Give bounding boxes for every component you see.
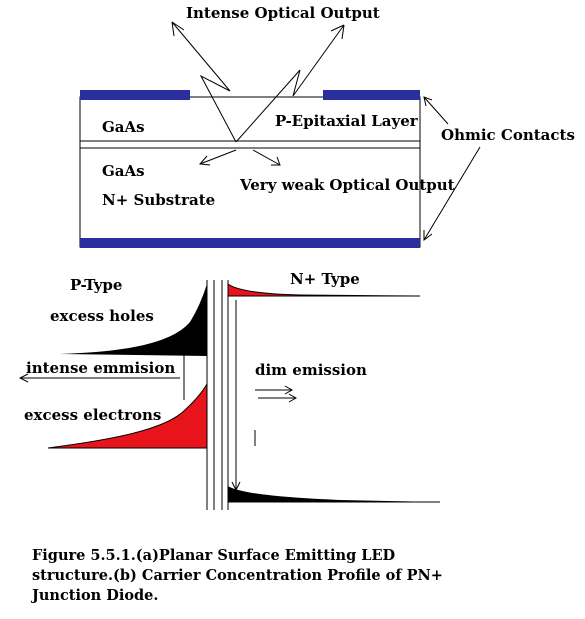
gaas-bottom-label: GaAs (102, 162, 145, 180)
ohmic-contacts-label: Ohmic Contacts (441, 126, 575, 144)
top-contact-left (80, 90, 190, 100)
n-side-electrons-region (228, 486, 440, 502)
carrier-profile (18, 280, 440, 510)
intense-output-label: Intense Optical Output (186, 4, 380, 22)
p-type-label: P-Type (70, 276, 122, 294)
excess-electrons-region (47, 382, 208, 449)
intense-emission-label: intense emmision (26, 359, 175, 377)
weak-output-label: Very weak Optical Output (239, 176, 455, 194)
excess-holes-label: excess holes (50, 307, 154, 325)
weak-output-arrows (198, 149, 281, 166)
ohmic-contact-pointers (423, 96, 481, 241)
gaas-top-label: GaAs (102, 118, 145, 136)
p-epitaxial-label: P-Epitaxial Layer (275, 112, 419, 130)
figure-caption: Figure 5.5.1.(a)Planar Surface Emitting … (32, 547, 443, 604)
n-substrate-label: N+ Substrate (102, 191, 215, 209)
led-structure (79, 90, 421, 248)
dim-emission-label: dim emission (255, 361, 367, 379)
top-contact-right (323, 90, 420, 100)
excess-electrons-label: excess electrons (24, 406, 161, 424)
excess-holes-region (60, 284, 207, 356)
intense-output-arrows (171, 21, 345, 143)
n-type-label: N+ Type (290, 270, 360, 288)
device-body (79, 96, 421, 248)
bottom-contact (80, 238, 420, 248)
